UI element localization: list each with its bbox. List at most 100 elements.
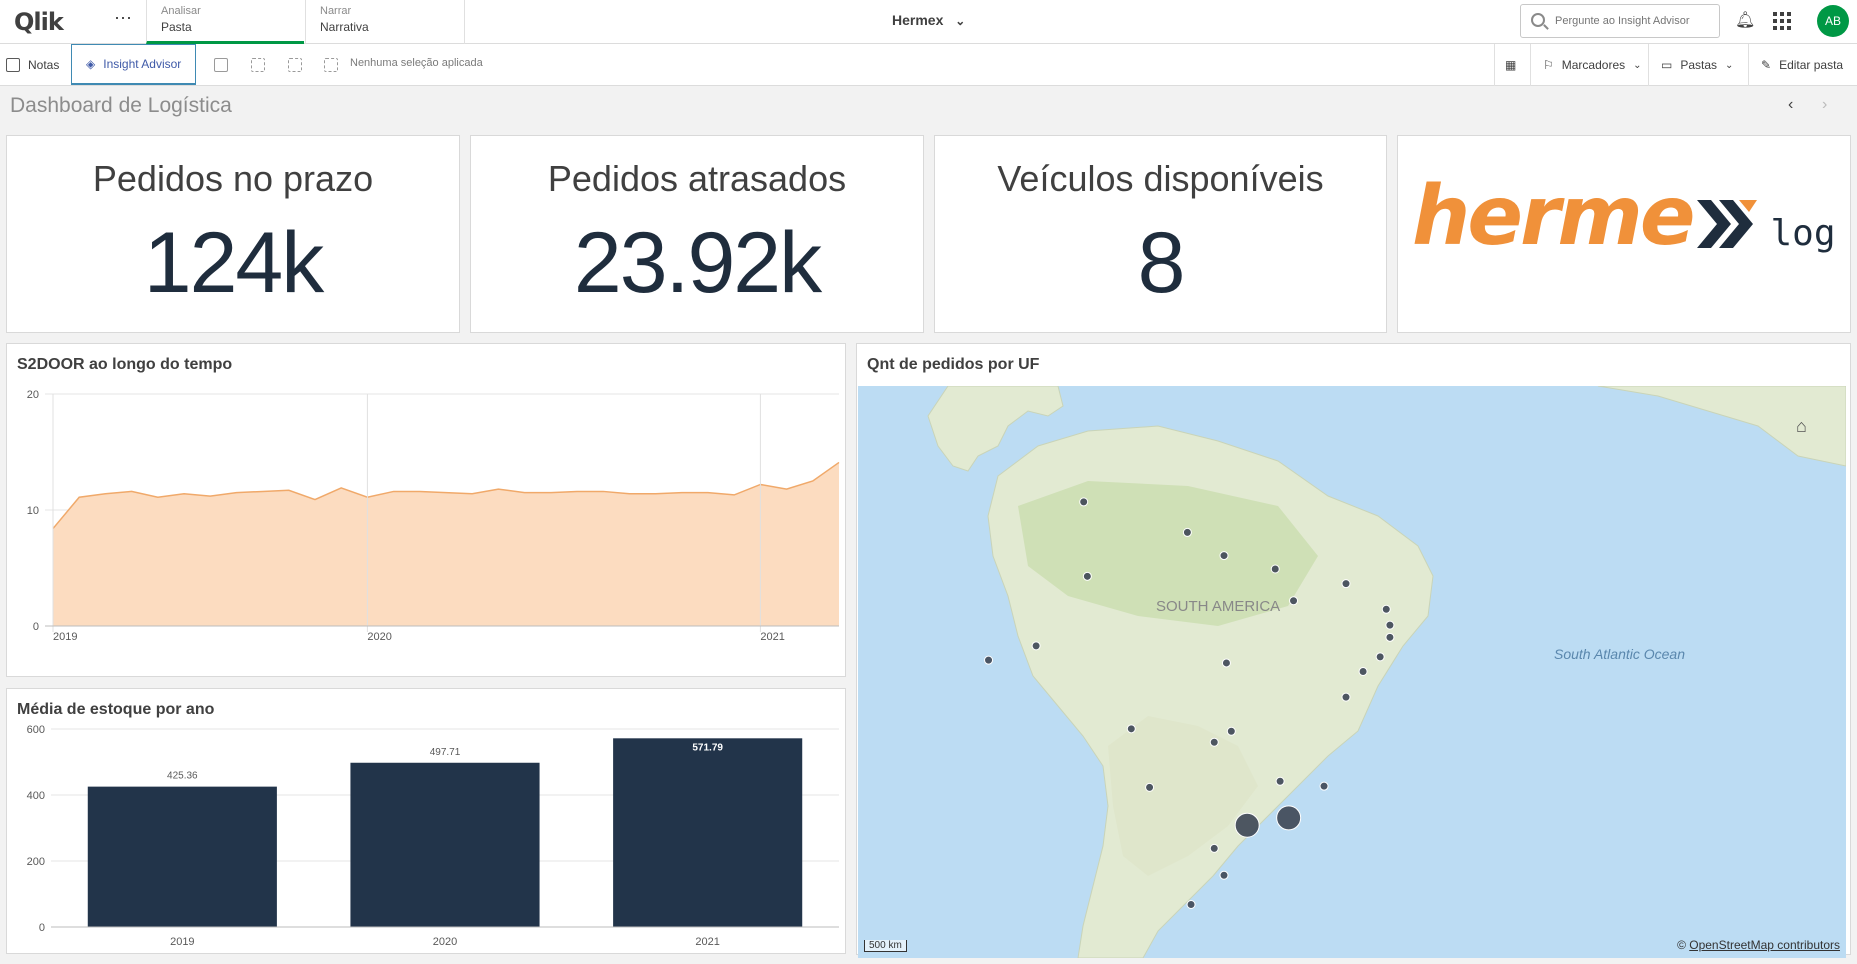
map-data-point [1381,604,1391,614]
attribution-link[interactable]: OpenStreetMap contributors [1689,938,1840,952]
tab-analisar[interactable]: Analisar Pasta [146,0,304,44]
bar [613,738,803,927]
chart-title: S2DOOR ao longo do tempo [17,356,233,373]
map-canvas[interactable]: SOUTH AMERICA South Atlantic Ocean ⌂ 500… [858,386,1846,958]
bookmarks-button[interactable]: ⚐ Marcadores ⌄ [1530,44,1654,86]
map-data-point [1226,726,1236,736]
y-tick-label: 200 [27,856,45,868]
kpi-value: 23.92k [573,215,822,311]
tab-analisar-small: Analisar [161,5,201,17]
y-tick-label: 0 [39,922,45,934]
map-data-point [1319,781,1329,791]
insight-advisor-button[interactable]: ◈ Insight Advisor [71,44,197,85]
map-data-point [1209,843,1219,853]
bar-chart[interactable]: 0 200 400 600 425.36 2019 497.71 2020 571.79 2021 [7,689,847,955]
notes-button[interactable]: Notas [6,44,59,86]
map-data-point [1079,497,1089,507]
logo-text: Qlik [14,8,64,36]
insight-advisor-label: Insight Advisor [103,57,182,71]
map-data-point [1221,658,1231,668]
insight-search[interactable] [1520,4,1720,38]
home-icon[interactable]: ⌂ [1796,416,1807,436]
kpi-card-vehicles[interactable]: Veículos disponíveis 8 [934,135,1387,333]
selection-status: Nenhuma seleção aplicada [350,57,483,69]
search-input[interactable] [1555,11,1715,31]
map-data-point [1275,776,1285,786]
apps-grid-icon[interactable] [1773,12,1791,30]
area-series-line [52,461,840,530]
insight-advisor-icon: ◈ [86,57,96,71]
sheets-button[interactable]: ▭ Pastas ⌄ [1648,44,1745,86]
bar [87,786,277,927]
tab-narrar[interactable]: Narrar Narrativa [305,0,465,44]
kpi-card-on-time[interactable]: Pedidos no prazo 124k [6,135,460,333]
ocean-label: South Atlantic Ocean [1554,646,1686,662]
chevron-down-icon: ⌄ [1725,59,1734,71]
kpi-title: Veículos disponíveis [997,158,1324,199]
map-svg[interactable] [858,386,1846,958]
tab-narrar-main: Narrativa [320,20,369,34]
map-data-point [1385,632,1395,642]
avatar[interactable]: AB [1817,5,1849,37]
tab-analisar-main: Pasta [161,20,192,34]
step-back-icon[interactable] [251,58,265,72]
app-name-dropdown[interactable]: Hermex ⌄ [892,12,965,28]
notes-icon [6,58,20,72]
map-data-point [1341,579,1351,589]
map-data-point [1270,564,1280,574]
y-tick-label: 10 [27,505,39,517]
chart-title: Média de estoque por ano [17,701,215,718]
bar-chart-card[interactable]: Média de estoque por ano 0 200 400 600 425.3… [6,688,846,954]
map-data-point [1219,870,1229,880]
map-data-point [1209,737,1219,747]
grid-view-button[interactable]: ▦ [1494,44,1530,86]
interior-region [1108,716,1258,876]
y-tick-label: 400 [27,790,45,802]
map-data-point [1082,571,1092,581]
next-sheet-icon[interactable]: › [1822,96,1828,113]
brand-suffix: log [1770,213,1836,254]
kpi-value: 124k [143,215,325,311]
bookmarks-label: Marcadores [1561,58,1626,72]
sheets-icon: ▭ [1661,58,1673,72]
map-data-point [1358,666,1368,676]
brand-chevron-mark [1696,200,1757,248]
clear-selections-icon[interactable] [324,58,338,72]
continent-label: SOUTH AMERICA [1156,598,1281,615]
top-bar: Qlik ⋯ Analisar Pasta Narrar Narrativa H… [0,0,1857,44]
kpi-title: Pedidos no prazo [92,158,374,199]
map-data-point [1186,900,1196,909]
qlik-logo[interactable]: Qlik [14,8,64,36]
area-chart-card[interactable]: S2DOOR ao longo do tempo 0 10 20 2019 2020 20… [6,343,846,677]
brand-word: herme [1412,169,1695,264]
step-forward-icon[interactable] [288,58,302,72]
map-data-point [1126,724,1136,734]
west-africa-land [1597,386,1846,467]
x-tick-label: 2019 [53,631,77,643]
x-tick-label: 2021 [695,936,719,948]
map-data-point [984,655,994,665]
search-icon [1531,13,1545,27]
chevron-down-icon: ⌄ [955,14,966,28]
bell-icon[interactable]: 🔔︎ [1735,12,1756,29]
map-data-point [1289,596,1299,606]
x-tick-label: 2021 [760,631,784,643]
map-card[interactable]: Qnt de pedidos por UF SOUTH AMERICA Sout… [856,343,1851,958]
app-name: Hermex [892,12,944,28]
kpi-card-delayed[interactable]: Pedidos atrasados 23.92k [470,135,924,333]
grid-view-icon: ▦ [1505,58,1517,72]
area-chart[interactable]: 0 10 20 2019 2020 2021 [7,344,847,678]
map-data-point [1234,812,1260,838]
previous-sheet-icon[interactable]: ‹ [1788,96,1794,113]
edit-sheet-button[interactable]: ✎ Editar pasta [1748,44,1855,86]
sheet-title: Dashboard de Logística [10,94,232,117]
map-data-point [1385,620,1395,630]
map-data-point [1276,805,1302,831]
y-tick-label: 0 [33,621,39,633]
area-series-fill [53,462,839,626]
edit-sheet-label: Editar pasta [1779,58,1844,72]
smart-search-icon[interactable] [214,58,228,72]
toolbar: Notas ◈ Insight Advisor Nenhuma seleção … [0,44,1857,86]
more-horizontal-icon[interactable]: ⋯ [114,8,132,28]
x-tick-label: 2020 [367,631,391,643]
